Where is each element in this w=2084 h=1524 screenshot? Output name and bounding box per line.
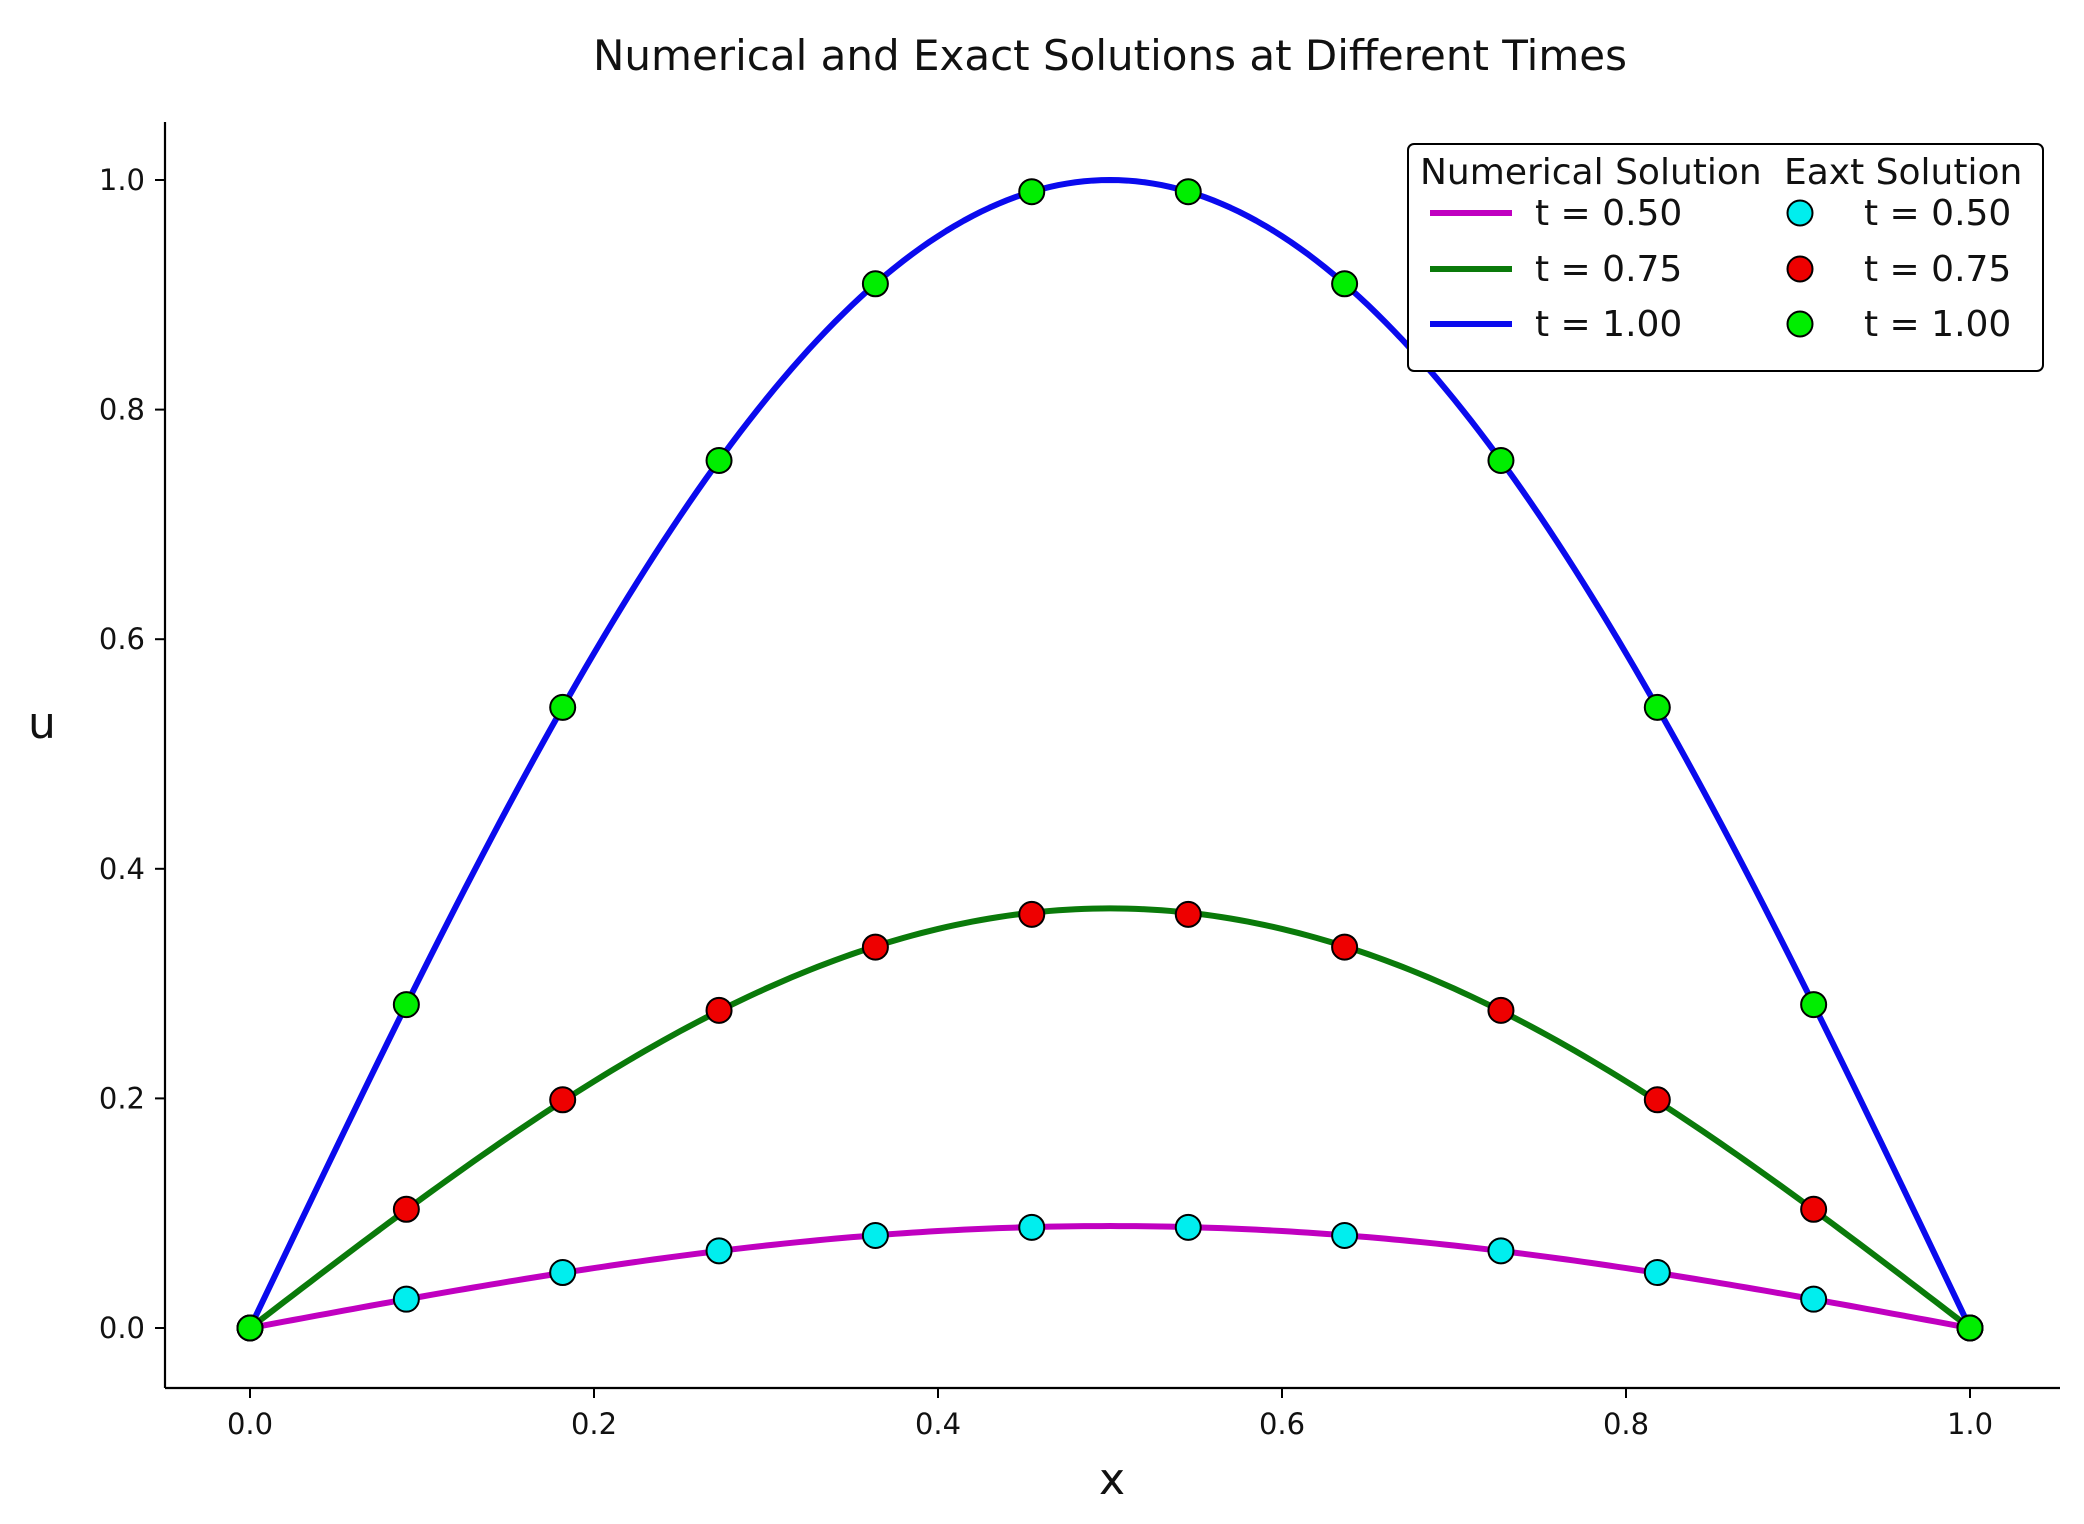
legend-numerical-label: t = 0.75 <box>1535 249 1682 290</box>
exact-data-point <box>1174 1213 1202 1241</box>
exact-data-point <box>1331 1221 1359 1249</box>
x-tick-label: 0.6 <box>1259 1407 1305 1441</box>
chart-title: Numerical and Exact Solutions at Differe… <box>593 31 1627 80</box>
legend-box <box>1407 143 2044 372</box>
y-tick-label: 0.4 <box>99 852 145 886</box>
plot-lines <box>247 177 1973 1331</box>
legend-marker-swatch <box>1786 199 1814 227</box>
exact-data-point <box>705 446 733 474</box>
legend-numerical-label: t = 0.50 <box>1535 193 1682 234</box>
exact-data-point <box>549 1259 577 1287</box>
exact-data-point <box>392 991 420 1019</box>
legend-header-exact: Eaxt Solution <box>1784 152 2022 193</box>
exact-data-point <box>1956 1314 1984 1342</box>
exact-data-point <box>549 693 577 721</box>
legend-marker-swatch <box>1786 255 1814 283</box>
exact-data-point <box>1487 446 1515 474</box>
x-axis-label: x <box>1099 1454 1125 1505</box>
exact-data-point <box>861 270 889 298</box>
numerical-series-line <box>247 177 1973 1330</box>
legend-rows: t = 0.50 t = 0.75 t = 1.00 t = 0.50 t = 0.75… <box>1430 193 2011 345</box>
exact-data-point <box>861 1221 889 1249</box>
exact-data-point <box>1174 900 1202 928</box>
exact-data-point <box>1643 693 1671 721</box>
exact-data-point <box>549 1086 577 1114</box>
x-tick-label: 0.8 <box>1603 1407 1649 1441</box>
x-ticks: 0.0 0.2 0.4 0.6 0.8 1.0 <box>227 1388 1993 1441</box>
x-tick-label: 0.2 <box>571 1407 617 1441</box>
exact-data-point <box>1174 178 1202 206</box>
exact-data-point <box>1018 178 1046 206</box>
exact-data-point <box>1800 1195 1828 1223</box>
x-tick-label: 0.4 <box>915 1407 961 1441</box>
exact-data-point <box>1331 933 1359 961</box>
y-tick-label: 0.2 <box>99 1081 145 1115</box>
legend: Numerical Solution Eaxt Solution t = 0.5… <box>1407 143 2044 372</box>
plot-markers <box>236 178 1984 1342</box>
exact-data-point <box>705 1237 733 1265</box>
legend-exact-label: t = 1.00 <box>1864 304 2011 345</box>
legend-marker-swatch <box>1786 310 1814 338</box>
exact-data-point <box>705 996 733 1024</box>
legend-exact-label: t = 0.75 <box>1864 249 2011 290</box>
numerical-series-line <box>249 1223 1971 1331</box>
exact-data-point <box>1487 1237 1515 1265</box>
y-axis-label: u <box>28 698 56 749</box>
y-tick-label: 0.6 <box>99 622 145 656</box>
legend-exact-label: t = 0.50 <box>1864 193 2011 234</box>
exact-data-point <box>1800 991 1828 1019</box>
legend-header-numerical: Numerical Solution <box>1420 152 1762 193</box>
exact-data-point <box>392 1285 420 1313</box>
exact-data-point <box>1018 900 1046 928</box>
exact-data-point <box>861 933 889 961</box>
legend-numerical-label: t = 1.00 <box>1535 304 1682 345</box>
y-ticks: 0.0 0.2 0.4 0.6 0.8 1.0 <box>99 163 165 1345</box>
exact-data-point <box>392 1195 420 1223</box>
exact-data-point <box>1018 1213 1046 1241</box>
exact-data-point <box>1331 270 1359 298</box>
exact-data-point <box>1643 1259 1671 1287</box>
exact-data-point <box>1800 1285 1828 1313</box>
y-tick-label: 0.8 <box>99 393 145 427</box>
exact-data-point <box>1643 1086 1671 1114</box>
y-tick-label: 1.0 <box>99 163 145 197</box>
exact-data-point <box>1487 996 1515 1024</box>
x-tick-label: 0.0 <box>227 1407 273 1441</box>
numerical-series-line <box>248 905 1972 1331</box>
x-tick-label: 1.0 <box>1947 1407 1993 1441</box>
exact-data-point <box>236 1314 264 1342</box>
y-tick-label: 0.0 <box>99 1311 145 1345</box>
